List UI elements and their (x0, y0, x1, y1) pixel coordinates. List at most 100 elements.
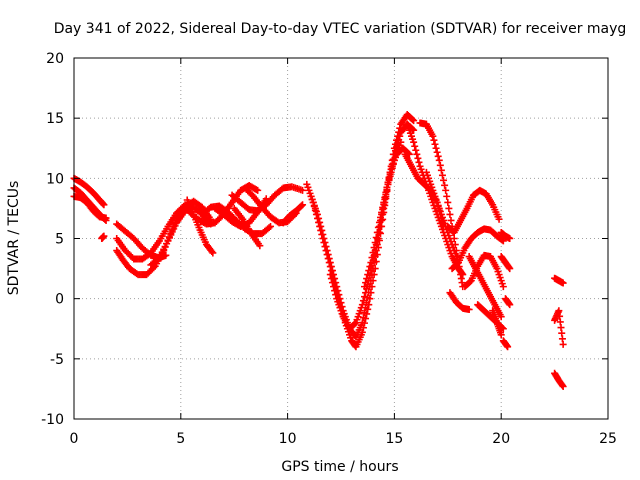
data-point (314, 210, 322, 218)
data-point-interp (431, 140, 439, 148)
data-point-interp (368, 254, 376, 262)
data-point (435, 156, 443, 164)
data-point (506, 265, 514, 273)
x-tick-label: 0 (70, 431, 79, 447)
y-tick-label: 10 (46, 171, 64, 187)
series-arc-27 (448, 225, 507, 273)
data-point-interp (324, 251, 332, 259)
series-arc-34 (497, 253, 514, 273)
data-point-interp (332, 291, 340, 299)
series-arc-03 (70, 192, 110, 222)
data-point-interp (252, 186, 260, 194)
data-point-interp (328, 279, 336, 287)
data-point-interp (327, 275, 335, 283)
data-point-interp (362, 279, 370, 287)
data-point-interp (411, 142, 419, 150)
data-point-interp (437, 166, 445, 174)
data-point-interp (375, 218, 383, 226)
data-point-interp (434, 152, 442, 160)
data-point (559, 340, 567, 348)
data-point-interp (438, 171, 446, 179)
series-arc-17 (279, 201, 307, 227)
series-arc-35 (501, 295, 514, 309)
data-point (373, 228, 381, 236)
data-point (397, 138, 405, 146)
data-point (410, 117, 418, 125)
x-tick-label: 10 (279, 431, 297, 447)
data-point (499, 237, 507, 245)
data-point-interp (370, 244, 378, 252)
y-tick-label: 0 (55, 292, 64, 308)
y-tick-label: -5 (50, 352, 64, 368)
data-point (442, 186, 450, 194)
data-point-interp (372, 233, 380, 241)
data-point-interp (351, 320, 359, 328)
data-point-interp (364, 271, 372, 279)
data-point-interp (381, 193, 389, 201)
data-point-interp (328, 267, 336, 275)
data-point-interp (382, 188, 390, 196)
data-point-interp (396, 132, 404, 140)
data-point (326, 259, 334, 267)
data-point-interp (430, 136, 438, 144)
data-point (497, 313, 505, 321)
data-point-interp (385, 173, 393, 181)
series-arc-04 (98, 232, 108, 242)
data-point-interp (440, 176, 448, 184)
data-point-interp (365, 267, 373, 275)
data-point (320, 235, 328, 242)
data-point (506, 235, 514, 242)
data-point-interp (360, 309, 368, 317)
series-arc-05 (113, 201, 189, 263)
data-point (497, 331, 505, 339)
data-point-interp (322, 243, 330, 251)
data-point-interp (325, 255, 333, 263)
data-point (209, 249, 217, 257)
data-point-interp (265, 224, 273, 232)
data-point-interp (447, 216, 455, 224)
data-point (358, 319, 366, 327)
data-point-interp (436, 161, 444, 169)
data-point (367, 259, 375, 267)
data-point-interp (331, 287, 339, 295)
data-point (102, 214, 110, 222)
data-point-interp (364, 294, 372, 302)
data-point (495, 215, 503, 223)
data-point-interp (330, 283, 338, 291)
data-point (299, 186, 307, 194)
chart-title: Day 341 of 2022, Sidereal Day-to-day VTE… (54, 21, 627, 37)
data-point-interp (319, 230, 327, 238)
y-tick-label: 15 (46, 111, 64, 127)
data-point-interp (374, 223, 382, 231)
data-point (100, 232, 108, 240)
data-point-interp (366, 263, 374, 271)
data-point-interp (377, 213, 385, 221)
series-arc-38 (551, 307, 567, 348)
series-arc-21 (360, 144, 413, 291)
data-point-interp (441, 181, 449, 189)
series-arc-26 (444, 186, 503, 236)
data-point-interp (327, 263, 335, 271)
data-point-interp (323, 247, 331, 255)
data-point-interp (409, 116, 417, 124)
series-arc-28 (446, 289, 473, 313)
data-point (506, 301, 514, 309)
data-point (326, 271, 334, 279)
data-point (504, 343, 512, 351)
data-point-interp (414, 154, 422, 162)
data-point (465, 305, 473, 313)
data-point-interp (412, 146, 420, 154)
data-point-interp (359, 297, 367, 305)
series-arc-15 (230, 204, 264, 250)
x-axis-label: GPS time / hours (281, 459, 398, 475)
y-tick-label: 5 (55, 232, 64, 248)
data-point-interp (445, 204, 453, 212)
data-point-interp (433, 148, 441, 156)
data-point-interp (362, 289, 370, 297)
data-point-interp (318, 226, 326, 234)
data-point-interp (154, 255, 162, 263)
data-point-interp (363, 275, 371, 283)
data-marks (70, 111, 567, 391)
